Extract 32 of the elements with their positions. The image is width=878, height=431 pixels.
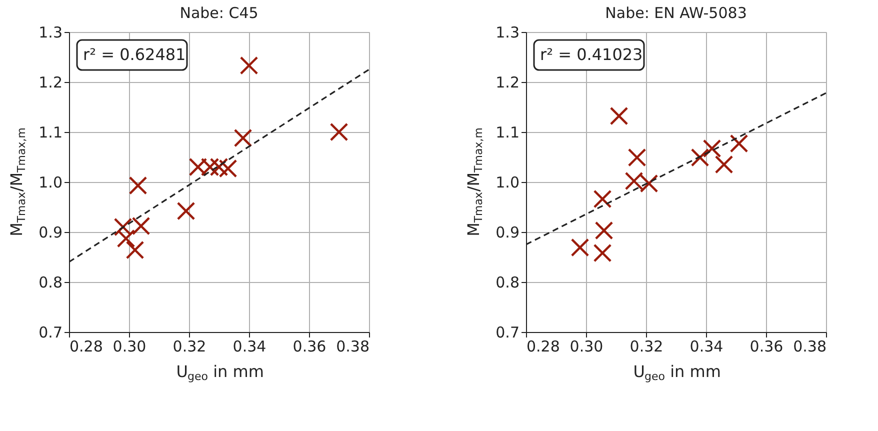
- y-tick-label: 1.3: [38, 24, 62, 42]
- y-tick-label: 1.0: [496, 174, 520, 192]
- x-tick-label: 0.32: [630, 338, 664, 356]
- x-tick-label: 0.34: [232, 338, 266, 356]
- annotation: r² = 0.62481: [83, 45, 186, 64]
- x-tick-label: 0.36: [750, 338, 784, 356]
- x-tick-label: 0.28: [70, 338, 103, 356]
- x-tick-label: 0.38: [793, 338, 826, 356]
- y-tick-label: 1.2: [496, 74, 520, 92]
- x-tick-label: 0.32: [172, 338, 206, 356]
- y-tick-label: 1.0: [38, 174, 62, 192]
- x-tick-label: 0.30: [570, 338, 604, 356]
- chart-title: Nabe: EN AW-5083: [605, 4, 747, 22]
- y-axis-title: MTmax/MTmax,m: [7, 128, 28, 236]
- y-tick-label: 1.1: [496, 124, 520, 142]
- chart-title: Nabe: C45: [180, 4, 258, 22]
- x-tick-label: 0.30: [112, 338, 146, 356]
- y-tick-label: 0.7: [38, 324, 62, 342]
- annotation: r² = 0.41023: [540, 45, 643, 64]
- y-tick-label: 0.9: [496, 224, 520, 242]
- y-tick-label: 1.2: [38, 74, 62, 92]
- x-tick-label: 0.34: [690, 338, 724, 356]
- y-tick-label: 0.8: [496, 274, 520, 292]
- y-tick-label: 0.9: [38, 224, 62, 242]
- y-axis-title: MTmax/MTmax,m: [464, 128, 485, 236]
- y-tick-label: 0.7: [496, 324, 520, 342]
- y-tick-label: 0.8: [38, 274, 62, 292]
- x-tick-label: 0.36: [292, 338, 326, 356]
- y-tick-label: 1.1: [38, 124, 62, 142]
- x-tick-label: 0.38: [336, 338, 370, 356]
- y-tick-label: 1.3: [496, 24, 520, 42]
- x-tick-label: 0.28: [526, 338, 560, 356]
